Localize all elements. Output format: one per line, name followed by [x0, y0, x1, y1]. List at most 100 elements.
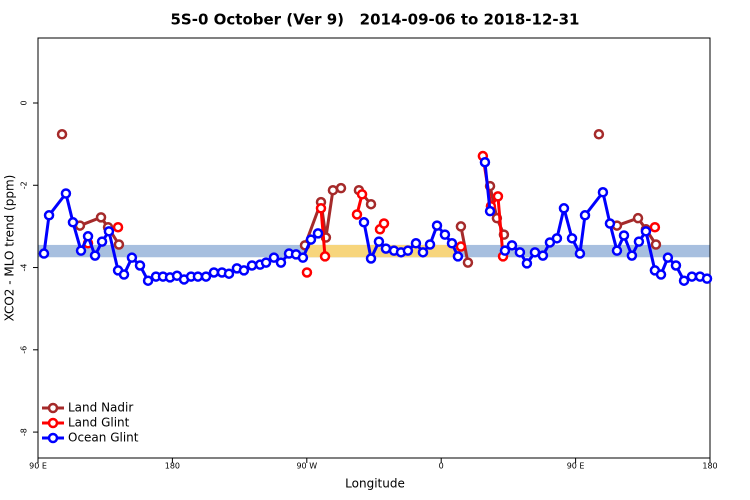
data-point [312, 228, 324, 239]
data-point [579, 210, 591, 221]
data-point [604, 218, 616, 229]
data-point [126, 252, 138, 263]
data-point [558, 203, 570, 214]
x-tick-label: 90 E [29, 462, 47, 471]
data-point [452, 251, 464, 262]
y-tick-label: -2 [20, 181, 29, 189]
x-tick-label: 180 [165, 462, 180, 471]
x-tick-label: 0 [439, 462, 444, 471]
data-point [378, 218, 390, 229]
data-point [268, 252, 280, 263]
data-point [192, 271, 204, 282]
data-point [112, 221, 124, 233]
series-line [616, 216, 658, 246]
data-point [611, 245, 623, 256]
data-point [142, 275, 154, 286]
data-point [305, 234, 317, 245]
data-point [118, 269, 130, 280]
data-point [238, 265, 250, 276]
data-point [618, 230, 630, 241]
series-line [79, 215, 121, 246]
data-point [462, 257, 474, 268]
data-point [655, 269, 667, 280]
data-point [134, 260, 146, 271]
data-point [38, 248, 50, 259]
data-point [446, 238, 458, 249]
data-point [633, 236, 645, 247]
legend-label: Land Nadir [68, 401, 133, 415]
data-point [260, 257, 272, 268]
data-point [514, 247, 526, 258]
data-point [455, 221, 467, 232]
data-point [640, 226, 652, 237]
data-point [297, 252, 309, 263]
y-tick-label: 0 [20, 100, 29, 105]
data-point [96, 236, 108, 247]
x-tick-label: 90 W [296, 462, 317, 471]
data-point [479, 156, 491, 168]
legend-label: Ocean Glint [68, 431, 139, 445]
data-point [632, 212, 644, 224]
y-tick-label: -8 [20, 428, 29, 436]
data-point [315, 203, 327, 214]
data-point [670, 260, 682, 271]
x-tick-label: 90 E [567, 462, 585, 471]
data-point [506, 240, 518, 251]
data-point [60, 188, 72, 199]
data-point [335, 182, 347, 194]
legend-label: Land Glint [68, 416, 130, 430]
data-point [113, 239, 125, 250]
data-point [319, 251, 331, 262]
data-point [56, 129, 68, 140]
legend-marker [47, 417, 59, 429]
legend-marker [47, 402, 59, 414]
x-tick-label: 180 [702, 462, 717, 471]
data-point [246, 260, 258, 271]
data-point [82, 231, 94, 242]
data-point [678, 275, 690, 286]
data-point [484, 205, 496, 217]
data-point [365, 253, 377, 264]
plot-frame [37, 37, 711, 459]
data-point [223, 268, 235, 279]
series-line [483, 162, 492, 212]
data-point [75, 245, 87, 256]
legend-marker [47, 432, 59, 444]
data-point [380, 243, 392, 254]
data-point [208, 267, 220, 278]
data-point [103, 226, 115, 237]
y-tick-label: -4 [20, 264, 29, 272]
data-point [662, 252, 674, 263]
data-point [424, 239, 436, 250]
data-point [43, 210, 55, 221]
data-point [649, 221, 661, 233]
data-point [439, 229, 451, 240]
data-point [551, 233, 563, 244]
data-point [417, 247, 429, 258]
data-point [67, 217, 79, 228]
data-point [327, 184, 339, 196]
data-point [626, 250, 638, 261]
data-point [431, 220, 443, 231]
x-axis-label: Longitude [345, 477, 405, 491]
data-point [566, 233, 578, 244]
data-point [593, 129, 605, 140]
data-point [686, 271, 698, 282]
data-point [301, 267, 313, 278]
data-point [650, 239, 662, 250]
data-point [521, 258, 533, 269]
data-point [537, 250, 549, 261]
y-axis-label: XCO2 - MLO trend (ppm) [3, 175, 17, 322]
data-point [410, 238, 422, 249]
data-point [701, 273, 713, 284]
data-point [95, 212, 107, 223]
data-point [499, 245, 511, 256]
data-point [492, 191, 504, 202]
data-point [356, 189, 368, 200]
y-tick-label: -6 [20, 346, 29, 354]
data-point [455, 241, 467, 252]
data-point [89, 250, 101, 261]
data-point [358, 217, 370, 228]
